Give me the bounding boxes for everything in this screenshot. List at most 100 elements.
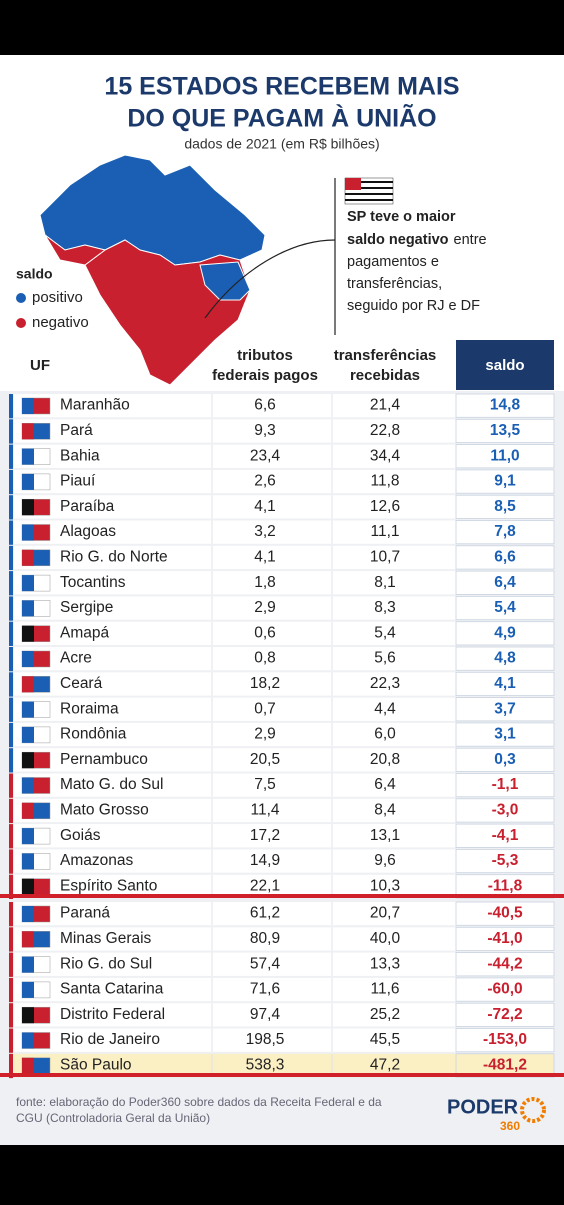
flag xyxy=(22,1007,34,1024)
row-indicator xyxy=(9,977,13,1003)
row-bg xyxy=(14,394,554,418)
legend-dot xyxy=(16,293,26,303)
saldo-value: 6,4 xyxy=(494,574,516,591)
flag xyxy=(22,931,34,948)
state-name: Bahia xyxy=(60,447,100,464)
cell-value: 8,1 xyxy=(374,574,396,591)
cell-value: 9,6 xyxy=(374,852,396,869)
saldo-value: -5,3 xyxy=(492,852,519,869)
saldo-cell xyxy=(455,570,555,595)
state-name: Distrito Federal xyxy=(60,1006,165,1023)
cell-value: 80,9 xyxy=(250,930,280,947)
saldo-cell xyxy=(455,469,555,494)
pointer-line xyxy=(204,239,336,319)
flag xyxy=(22,777,34,794)
row-bg xyxy=(14,824,554,848)
saldo-cell xyxy=(455,823,555,848)
cell-value: 2,6 xyxy=(254,473,276,490)
row-indicator xyxy=(9,824,13,849)
cell-value: 23,4 xyxy=(250,447,281,464)
row-bg xyxy=(14,748,554,772)
cell-value: 11,6 xyxy=(370,981,399,998)
flag xyxy=(22,906,34,922)
saldo-cell xyxy=(455,977,555,1002)
row-bg xyxy=(14,952,554,976)
logo-sun xyxy=(520,1097,546,1123)
saldo-cell xyxy=(455,646,555,671)
flag xyxy=(22,524,34,541)
legend-item: negativo xyxy=(32,314,89,331)
row-bg xyxy=(14,672,554,696)
flag xyxy=(22,1057,34,1074)
cell-value: 9,3 xyxy=(254,422,276,439)
saldo-cell xyxy=(455,596,555,621)
row-indicator xyxy=(9,849,13,874)
row-indicator xyxy=(9,952,13,977)
cell-value: 6,0 xyxy=(374,726,396,743)
row-indicator xyxy=(9,419,13,444)
cell-value: 4,1 xyxy=(254,548,276,565)
logo-sub: 360 xyxy=(500,1119,520,1133)
state-name: Paraíba xyxy=(60,498,115,515)
saldo-value: 14,8 xyxy=(490,397,521,414)
state-name: Rio G. do Norte xyxy=(60,548,168,565)
row-bg xyxy=(14,1003,554,1027)
row-bg xyxy=(14,571,554,595)
saldo-value: 4,9 xyxy=(494,624,516,641)
cell-value: 57,4 xyxy=(250,955,281,972)
row-bg xyxy=(14,444,554,468)
saldo-cell xyxy=(455,671,555,696)
cell-value: 198,5 xyxy=(246,1031,285,1048)
saldo-cell xyxy=(455,621,555,646)
cell-value: 40,0 xyxy=(370,930,401,947)
legend-title: saldo xyxy=(16,266,53,282)
cell-value: 61,2 xyxy=(250,905,280,922)
cell-value: 0,7 xyxy=(254,700,276,717)
state-name: Amapá xyxy=(60,624,109,641)
row-bg xyxy=(14,902,554,926)
row-bg xyxy=(14,647,554,671)
legend-item: positivo xyxy=(32,289,83,306)
cell-value: 18,2 xyxy=(250,675,280,692)
row-indicator xyxy=(9,1003,13,1028)
row-indicator xyxy=(9,798,13,824)
state-name: Mato G. do Sul xyxy=(60,776,163,793)
row-indicator xyxy=(9,1028,13,1053)
saldo-cell xyxy=(455,798,555,823)
flag xyxy=(22,398,34,414)
row-bg xyxy=(14,927,554,951)
saldo-value: 6,6 xyxy=(494,548,516,565)
row-bg xyxy=(14,520,554,544)
saldo-value: 13,5 xyxy=(490,422,521,439)
note: pagamentos e xyxy=(347,254,439,270)
row-bg xyxy=(14,495,554,519)
cell-value: 4,1 xyxy=(254,498,276,515)
state-name: Ceará xyxy=(60,675,103,692)
cell-value: 25,2 xyxy=(370,1006,400,1023)
row-bg xyxy=(14,1053,554,1078)
source: fonte: elaboração do Poder360 sobre dado… xyxy=(16,1095,382,1109)
state-name: Pará xyxy=(60,422,93,439)
column-header: recebidas xyxy=(350,367,420,384)
state-name: Rio G. do Sul xyxy=(60,955,152,972)
legend-dot xyxy=(16,318,26,328)
row-indicator xyxy=(9,927,13,952)
saldo-value: -72,2 xyxy=(487,1006,522,1023)
flag xyxy=(22,701,34,718)
flag xyxy=(22,956,34,973)
cell-value: 5,4 xyxy=(374,624,396,641)
saldo-cell xyxy=(455,1002,555,1027)
cell-value: 8,4 xyxy=(374,801,396,818)
saldo-header-box xyxy=(456,340,554,390)
row-bg xyxy=(14,849,554,873)
flag xyxy=(22,878,34,895)
row-indicator xyxy=(9,902,13,927)
row-indicator xyxy=(9,748,13,773)
saldo-value: 7,8 xyxy=(494,523,516,540)
source: CGU (Controladoria Geral da União) xyxy=(16,1111,210,1125)
cell-value: 45,5 xyxy=(370,1031,400,1048)
column-header: transferências xyxy=(334,347,437,364)
column-header: saldo xyxy=(485,357,524,374)
note-rest: entre xyxy=(454,232,487,248)
